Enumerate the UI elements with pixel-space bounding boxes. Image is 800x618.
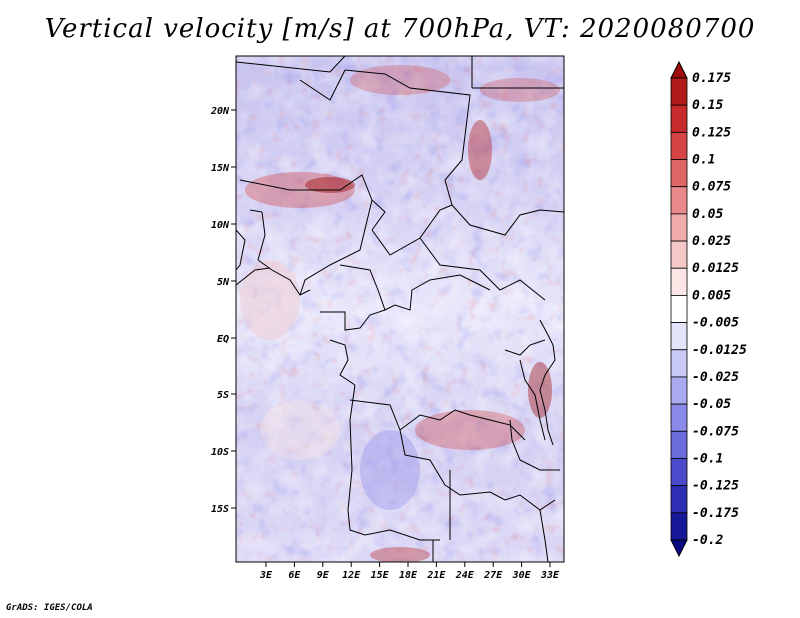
lon-tick-label: 21E (426, 570, 446, 581)
lat-tick-label: 15N (211, 163, 230, 174)
lon-tick-label: 27E (483, 570, 503, 581)
colorbar-label: 0.005 (692, 288, 731, 303)
lat-tick-label: 20N (210, 106, 230, 117)
longitude-axis: 3E 6E 9E 12E 15E 18E 21E 24E 27E 30E 33E (259, 562, 560, 581)
colorbar-label: -0.0125 (692, 343, 747, 358)
colorbar-label: -0.025 (692, 370, 739, 385)
lon-tick-label: 33E (540, 570, 560, 581)
colorbar-swatch (670, 159, 688, 188)
colorbar-label: 0.15 (692, 98, 723, 113)
colorbar-swatch (670, 240, 688, 269)
colorbar-swatch (670, 322, 688, 351)
colorbar-swatch (670, 213, 688, 242)
colorbar-label: -0.2 (692, 533, 723, 548)
colorbar-label: -0.1 (692, 451, 723, 466)
colorbar-swatch (670, 376, 688, 405)
colorbar-swatch (670, 77, 688, 106)
colorbar-swatch (670, 458, 688, 487)
lon-tick-label: 30E (512, 570, 532, 581)
lon-tick-label: 9E (317, 570, 330, 581)
lat-tick-label: 5N (217, 277, 230, 288)
lon-tick-label: 18E (399, 570, 418, 581)
lon-tick-label: 3E (259, 570, 273, 581)
velocity-field (236, 56, 564, 562)
lat-tick-label: 15S (211, 504, 229, 515)
lon-tick-label: 24E (455, 570, 475, 581)
lon-tick-label: 12E (342, 570, 361, 581)
colorbar-label: 0.05 (692, 207, 723, 222)
colorbar-label: -0.175 (692, 506, 739, 521)
colorbar-swatch (670, 186, 688, 215)
colorbar-label: -0.005 (692, 316, 739, 331)
colorbar-label: 0.075 (692, 180, 731, 195)
lat-tick-label: 5S (217, 390, 229, 401)
colorbar-top-arrow (670, 60, 688, 79)
colorbar-label: 0.0125 (692, 261, 739, 276)
colorbar: 0.175 0.15 0.125 0.1 0.075 0.05 0.025 0.0125 0.0… (670, 60, 747, 558)
political-boundaries (236, 56, 564, 562)
grads-credit: GrADS: IGES/COLA (6, 603, 93, 613)
colorbar-label: 0.125 (692, 125, 731, 140)
colorbar-label: -0.075 (692, 424, 739, 439)
colorbar-swatch (670, 512, 688, 541)
colorbar-swatch (670, 430, 688, 459)
colorbar-swatch (670, 267, 688, 296)
lon-tick-label: 15E (371, 570, 390, 581)
colorbar-label: 0.175 (692, 71, 731, 86)
colorbar-label: -0.05 (692, 397, 731, 412)
latitude-axis: 20N 15N 10N 5N EQ 5S 10S 15S (210, 106, 236, 515)
colorbar-swatch (670, 104, 688, 133)
lat-tick-label: 10N (211, 220, 230, 231)
colorbar-swatch (670, 485, 688, 514)
colorbar-swatch (670, 403, 688, 432)
colorbar-swatch (670, 131, 688, 160)
lon-tick-label: 6E (288, 570, 301, 581)
colorbar-label: 0.025 (692, 234, 731, 249)
colorbar-swatch (670, 349, 688, 378)
map-title: Vertical velocity [m/s] at 700hPa, VT: 2… (44, 14, 756, 44)
colorbar-label: -0.125 (692, 479, 739, 494)
lat-tick-label: 10S (211, 447, 229, 458)
colorbar-swatch (670, 295, 688, 323)
colorbar-label: 0.1 (692, 153, 715, 168)
map-frame (235, 55, 565, 563)
colorbar-bottom-arrow (670, 539, 688, 558)
lat-tick-label: EQ (217, 334, 229, 345)
